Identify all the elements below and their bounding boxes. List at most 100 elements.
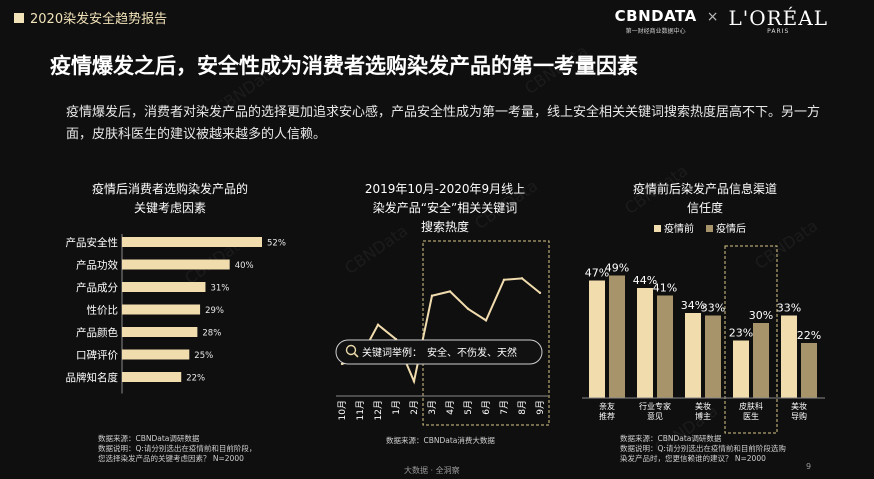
footer-slogan: 大数据 · 全洞察 — [404, 466, 460, 475]
footnote-line: 数据说明：Q:请分别选出在疫情前和目前阶段选购 — [620, 444, 786, 453]
x-tick-label: 9月 — [535, 400, 546, 415]
magnifier-icon — [345, 344, 357, 356]
bar — [781, 315, 797, 398]
footnote-line: 染发产品时，您更信赖谁的建议？ N=2000 — [620, 454, 766, 463]
brand-logos: CBNDATA 第一财经商业数据中心 × L'ORÉAL PARIS — [615, 8, 828, 40]
x-tick-label: 10月 — [337, 400, 348, 420]
category-label: 产品功效 — [76, 259, 118, 272]
data-point — [484, 319, 488, 322]
page-title: 疫情爆发之后，安全性成为消费者选购染发产品的第一考量因素 — [50, 54, 638, 78]
footnote-line: 数据来源：CBNData消费大数据 — [386, 436, 495, 445]
data-point — [502, 278, 506, 281]
bar — [122, 259, 230, 270]
chart2-title-line: 染发产品“安全”相关关键词 — [372, 201, 518, 215]
bar — [733, 340, 749, 398]
value-label: 31% — [210, 284, 229, 294]
value-label: 40% — [235, 261, 254, 271]
category-label: 美妆 — [791, 401, 807, 411]
category-label: 产品成分 — [76, 281, 118, 294]
category-label: 品牌知名度 — [66, 371, 119, 384]
chart3-title: 疫情前后染发产品信息渠道 信任度 — [605, 180, 805, 218]
data-point — [538, 291, 542, 295]
x-tick-label: 8月 — [517, 400, 528, 415]
legend-label: 疫情后 — [716, 222, 746, 235]
value-label: 47% — [585, 267, 609, 280]
loreal-logo: L'ORÉAL PARIS — [728, 8, 828, 35]
footnote-line: 数据说明：Q:请分别选出在疫情前和目前阶段， — [98, 444, 257, 453]
data-point — [466, 307, 470, 310]
bar — [637, 288, 653, 398]
x-tick-label: 6月 — [481, 400, 492, 415]
value-label: 49% — [605, 262, 629, 275]
factors-bar-chart: 产品安全性 52% 产品功效 40% 产品成分 31% 性价比 29% 产品颜色 28% 口碑评价 2… — [66, 234, 286, 394]
category-label: 意见 — [647, 411, 663, 421]
data-point — [412, 380, 416, 383]
cbndata-logo-subtitle: 第一财经商业数据中心 — [625, 28, 686, 35]
footnote-line: 您选择染发产品的关键考虑因素？ N=2000 — [98, 454, 244, 463]
legend-label: 疫情前 — [664, 222, 694, 235]
bar — [122, 372, 182, 382]
chart3-title-line: 疫情前后染发产品信息渠道 — [632, 182, 777, 196]
annotation-text: 安全、不伤发、天然 — [427, 346, 517, 359]
legend-swatch — [706, 225, 713, 232]
report-tag: 2020染发安全趋势报告 — [14, 8, 167, 27]
x-tick-label: 1月 — [391, 400, 402, 415]
bar — [122, 237, 262, 247]
x-tick-label: 11月 — [355, 400, 366, 420]
category-label: 皮肤科 — [739, 401, 763, 411]
value-label: 34% — [681, 299, 705, 312]
logo-separator: × — [706, 9, 719, 25]
data-point — [448, 290, 452, 293]
report-tag-label: 2020染发安全趋势报告 — [30, 12, 168, 27]
bar — [589, 280, 605, 398]
bar — [685, 313, 701, 398]
bar — [753, 323, 769, 398]
category-label: 美妆 — [695, 401, 711, 411]
intro-paragraph: 疫情爆发后，消费者对染发产品的选择更加追求安心感，产品安全性成为第一考量，线上安… — [66, 105, 821, 142]
category-label: 口碑评价 — [76, 349, 118, 362]
value-label: 29% — [205, 306, 224, 316]
chart3-title-line: 信任度 — [686, 201, 723, 215]
data-point — [376, 323, 380, 326]
data-point — [520, 277, 524, 280]
value-label: 22% — [797, 329, 821, 342]
value-label: 52% — [267, 239, 286, 249]
chart3-footnote: 数据来源：CBNData调研数据 数据说明：Q:请分别选出在疫情前和目前阶段选购… — [620, 434, 786, 464]
value-label: 23% — [729, 327, 753, 340]
x-tick-label: 2月 — [409, 400, 420, 415]
value-label: 28% — [202, 329, 221, 339]
value-label: 33% — [777, 302, 801, 315]
search-trend-line-chart: 10月 11月 12月 1月 2月 3月 4月 5月 6月 7月 8月 9月 关键词举例： 安全、不伤发、… — [335, 240, 550, 426]
chart1-title-line: 疫情后消费者选购染发产品的 — [91, 182, 248, 196]
page-number: 9 — [806, 462, 812, 471]
cbndata-logo-text: CBNDATA — [614, 7, 697, 25]
value-label: 22% — [186, 374, 205, 384]
highlight-box — [724, 245, 778, 434]
data-point — [430, 294, 434, 297]
loreal-logo-text: L'ORÉAL — [728, 6, 828, 30]
chart1-title: 疫情后消费者选购染发产品的 关键考虑因素 — [70, 180, 270, 218]
category-label: 产品颜色 — [76, 326, 118, 339]
bar — [122, 282, 206, 292]
bar — [122, 349, 190, 360]
category-label: 产品安全性 — [66, 236, 119, 249]
value-label: 44% — [633, 274, 657, 287]
bar — [609, 275, 625, 398]
highlight-box — [422, 240, 550, 426]
x-tick-label: 7月 — [499, 400, 510, 415]
x-tick-label: 3月 — [427, 400, 438, 415]
loreal-logo-subtitle: PARIS — [767, 28, 790, 35]
bar — [657, 295, 673, 398]
chart2-footnote: 数据来源：CBNData消费大数据 — [386, 436, 495, 446]
footnote-line: 数据来源：CBNData调研数据 — [620, 434, 722, 443]
x-tick-label: 4月 — [445, 400, 456, 415]
footnote-line: 数据来源：CBNData调研数据 — [98, 434, 200, 443]
legend-swatch — [654, 225, 661, 232]
category-label: 行业专家 — [639, 401, 671, 411]
bar — [122, 327, 198, 337]
category-label: 博主 — [695, 411, 711, 421]
category-label: 医生 — [743, 411, 759, 421]
cbndata-logo: CBNDATA 第一财经商业数据中心 — [615, 8, 697, 40]
category-label: 性价比 — [87, 304, 119, 317]
series-line — [341, 277, 541, 385]
